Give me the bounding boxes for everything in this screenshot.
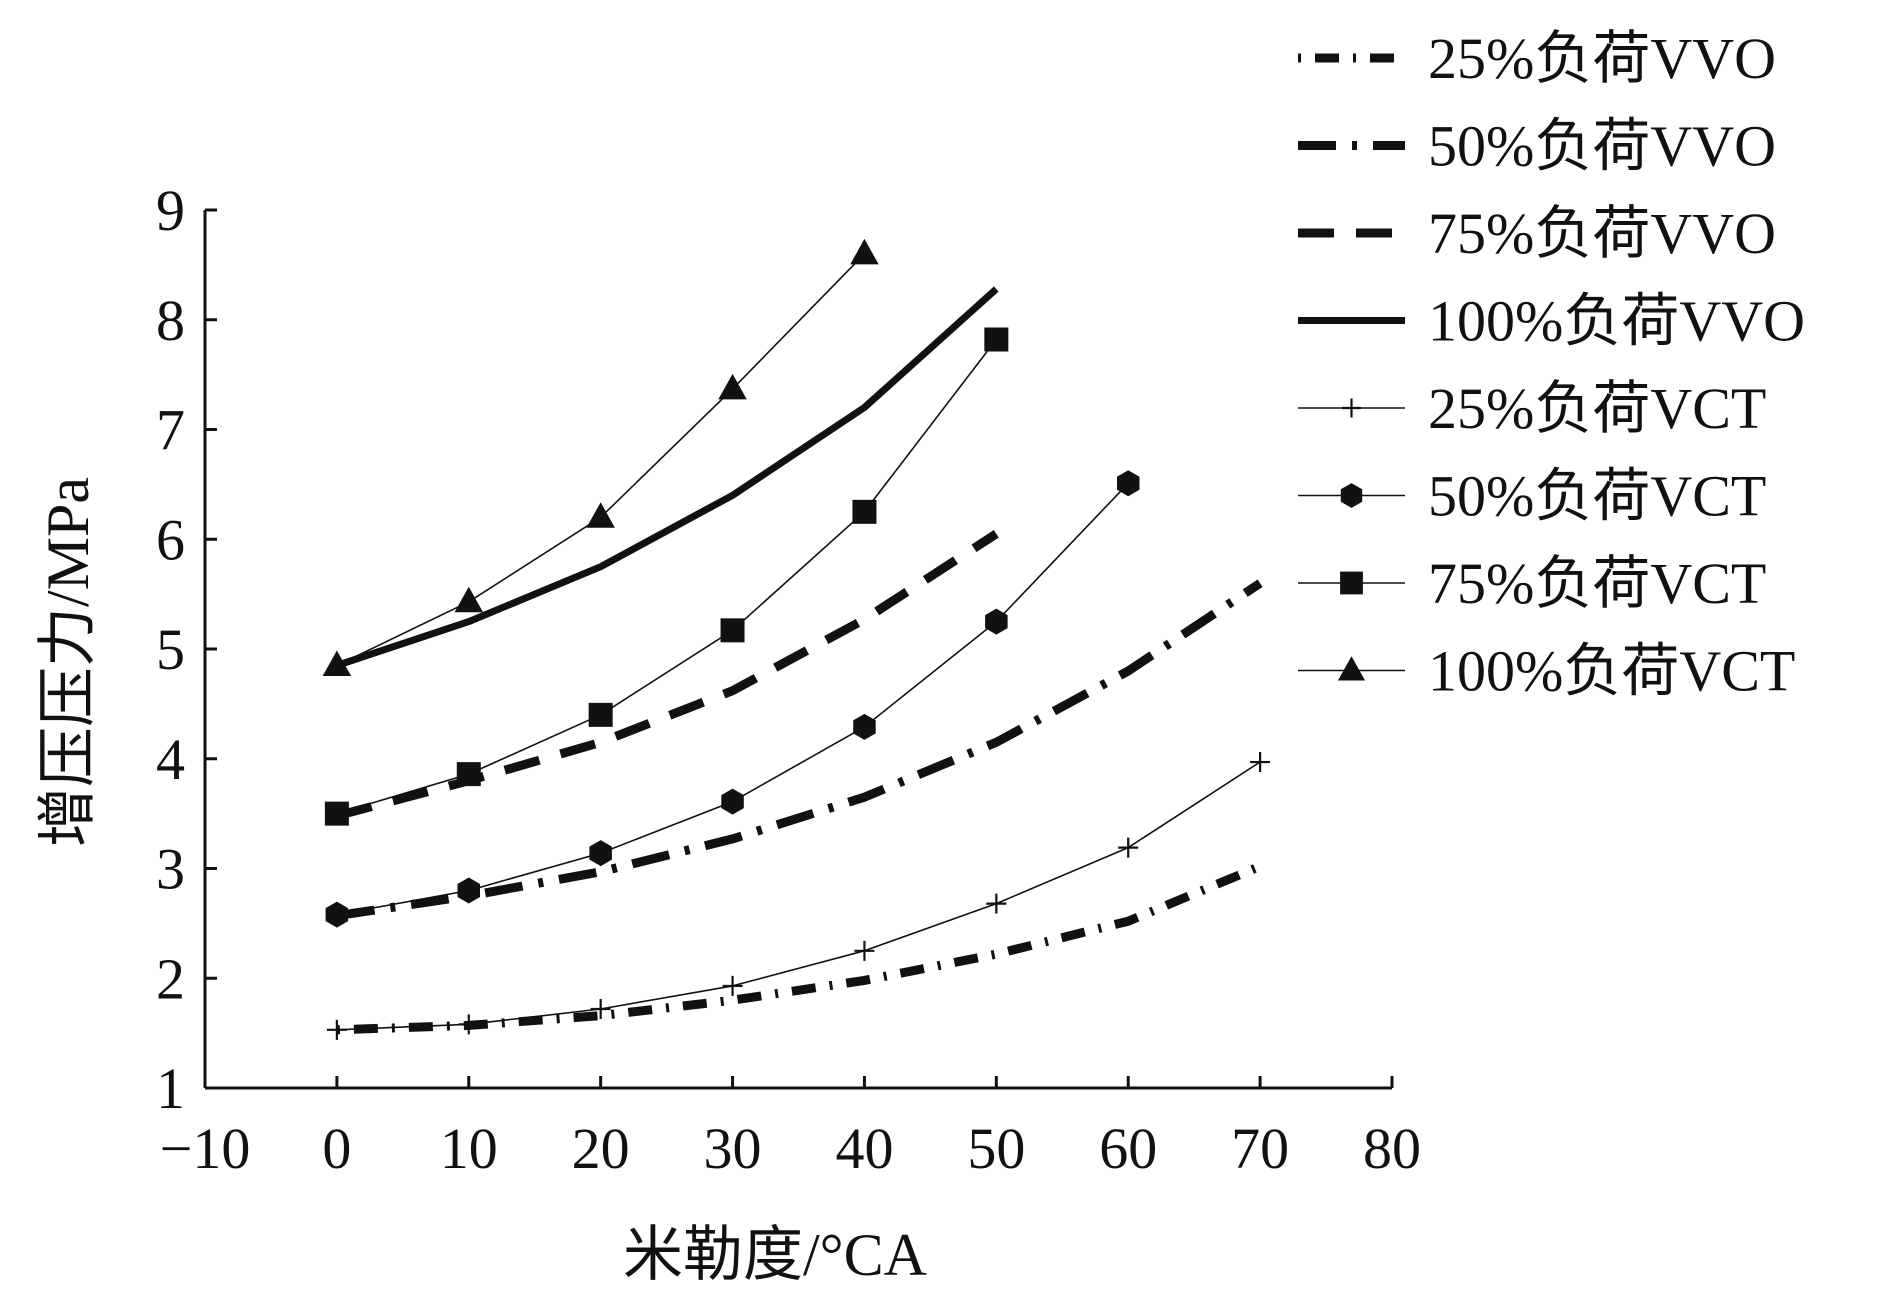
legend-item: 50%负荷VCT xyxy=(1298,464,1766,529)
data-point xyxy=(720,618,745,643)
legend-item: 100%负荷VVO xyxy=(1298,289,1805,354)
series-line xyxy=(335,530,999,821)
legend-label: 100%负荷VVO xyxy=(1428,289,1805,354)
data-point xyxy=(722,975,743,996)
series-line xyxy=(336,339,997,815)
y-tick-label: 8 xyxy=(156,288,185,353)
y-axis-title: 增压压力/MPa xyxy=(35,477,101,847)
y-tick-label: 7 xyxy=(156,398,185,463)
series-line xyxy=(335,286,999,669)
legend: 25%负荷VVO 50%负荷VVO 75%负荷VVO 100%负荷VVO 25%负荷VC… xyxy=(1298,26,1805,704)
series-layer xyxy=(322,238,1271,1040)
data-point xyxy=(852,499,877,524)
series xyxy=(325,470,1140,928)
legend-label: 25%负荷VVO xyxy=(1428,26,1776,91)
data-point xyxy=(589,840,612,867)
data-point xyxy=(456,762,481,787)
data-point xyxy=(590,998,611,1019)
data-point xyxy=(1118,837,1139,858)
series xyxy=(322,238,879,676)
data-point xyxy=(718,373,747,400)
x-tick-label: 30 xyxy=(704,1116,762,1181)
y-tick-label: 2 xyxy=(156,946,185,1011)
series xyxy=(335,286,999,669)
legend-item: 50%负荷VVO xyxy=(1298,114,1776,179)
series-line xyxy=(336,579,1263,921)
data-point xyxy=(850,238,879,265)
legend-item: 75%负荷VCT xyxy=(1298,551,1766,616)
data-point xyxy=(986,893,1007,914)
x-tick-label: 70 xyxy=(1231,1116,1289,1181)
x-tick-label: 20 xyxy=(572,1116,630,1181)
legend-label: 25%负荷VCT xyxy=(1428,376,1766,441)
data-point xyxy=(721,788,744,815)
data-point xyxy=(457,877,480,904)
series-line xyxy=(336,482,1129,916)
legend-label: 50%负荷VVO xyxy=(1428,114,1776,179)
y-tick-label: 6 xyxy=(156,507,185,572)
legend-label: 75%负荷VVO xyxy=(1428,201,1776,266)
x-tick-label: 50 xyxy=(967,1116,1025,1181)
legend-item: 25%负荷VCT xyxy=(1298,376,1766,441)
x-tick-label: 80 xyxy=(1363,1116,1421,1181)
x-tick-label: −10 xyxy=(160,1116,251,1181)
series xyxy=(335,530,999,821)
x-tick-label: 0 xyxy=(322,1116,351,1181)
data-point xyxy=(1337,656,1366,681)
data-point xyxy=(985,608,1008,635)
y-tick-label: 4 xyxy=(156,727,185,792)
x-axis-title: 米勒度/°CA xyxy=(623,1222,927,1288)
series xyxy=(324,327,1009,826)
data-point xyxy=(588,702,613,727)
x-tick-label: 40 xyxy=(835,1116,893,1181)
axes: −10 0 10 20 30 40 50 60 70 80 1 2 3 4 5 6 7 8 9 xyxy=(156,178,1421,1181)
y-tick-label: 9 xyxy=(156,178,185,243)
data-point xyxy=(1342,398,1361,418)
data-point xyxy=(984,327,1009,352)
x-tick-label: 60 xyxy=(1099,1116,1157,1181)
x-tick-label: 10 xyxy=(440,1116,498,1181)
data-point xyxy=(1340,483,1363,508)
data-point xyxy=(1250,752,1271,773)
y-tick-label: 3 xyxy=(156,837,185,902)
data-point xyxy=(325,901,349,928)
legend-item: 75%负荷VVO xyxy=(1298,201,1776,266)
data-point xyxy=(854,940,875,961)
data-point xyxy=(454,586,484,613)
data-point xyxy=(324,801,349,826)
series-line xyxy=(336,862,1262,1035)
legend-label: 50%负荷VCT xyxy=(1428,464,1766,529)
data-point xyxy=(1117,470,1140,497)
series-line xyxy=(336,761,1261,1031)
data-point xyxy=(853,713,876,740)
legend-label: 100%负荷VCT xyxy=(1428,639,1795,704)
legend-label: 75%负荷VCT xyxy=(1428,551,1766,616)
legend-item: 100%负荷VCT xyxy=(1298,639,1795,704)
data-point xyxy=(326,1019,347,1040)
y-tick-label: 1 xyxy=(156,1056,185,1121)
series xyxy=(326,752,1271,1040)
data-point xyxy=(458,1014,479,1035)
series xyxy=(336,862,1262,1035)
data-point xyxy=(586,502,615,528)
data-point xyxy=(322,650,352,676)
y-tick-label: 5 xyxy=(156,617,185,682)
data-point xyxy=(1340,571,1363,595)
series xyxy=(336,579,1263,921)
legend-item: 25%负荷VVO xyxy=(1298,26,1776,91)
